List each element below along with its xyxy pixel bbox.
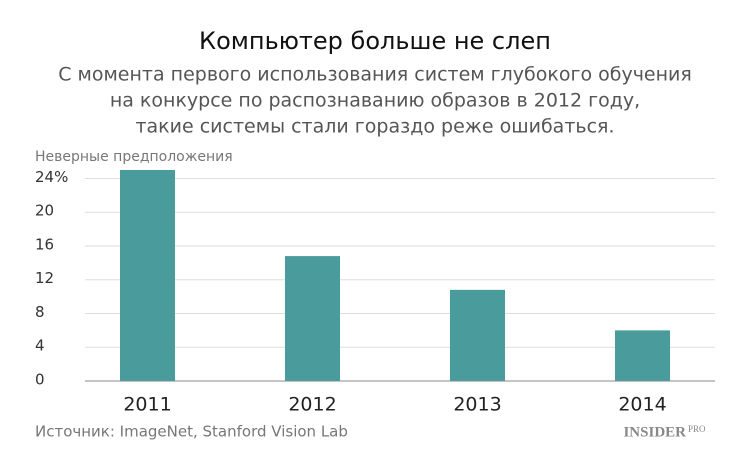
bar [120, 170, 175, 381]
x-tick-label: 2014 [618, 394, 666, 416]
source: Источник: ImageNet, Stanford Vision Lab [35, 423, 348, 441]
bar [285, 256, 340, 381]
y-tick-label: 12 [35, 269, 54, 287]
y-tick-label: 16 [35, 235, 54, 253]
y-tick-label: 8 [35, 303, 45, 321]
bar [615, 330, 670, 381]
logo-sub: PRO [688, 424, 706, 434]
subtitle-line: на конкурсе по распознаванию образов в 2… [110, 90, 640, 112]
y-axis-label: Неверные предположения [35, 149, 233, 165]
y-tick-label: 20 [35, 202, 54, 220]
logo: INSIDER [623, 424, 686, 440]
x-tick-label: 2013 [453, 394, 501, 416]
subtitle-line: С момента первого использования систем г… [58, 64, 692, 86]
x-tick-label: 2012 [288, 394, 336, 416]
y-tick-label: 0 [35, 371, 45, 389]
bar [450, 289, 505, 381]
subtitle-line: такие системы стали гораздо реже ошибать… [135, 116, 614, 138]
chart-title: Компьютер больше не слеп [199, 27, 551, 55]
y-tick-label: 24% [35, 168, 68, 186]
y-tick-label: 4 [35, 337, 45, 355]
x-tick-label: 2011 [123, 394, 171, 416]
